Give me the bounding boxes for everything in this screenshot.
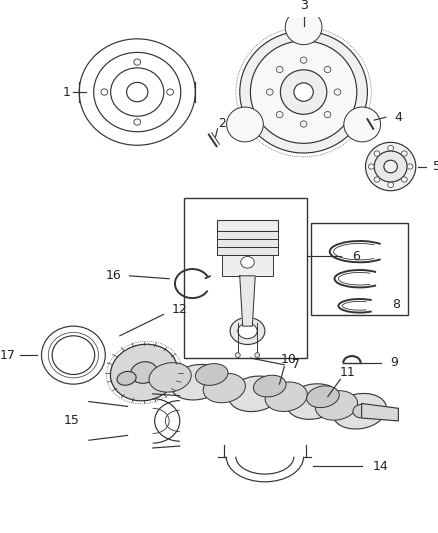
Text: 17: 17 [0, 349, 16, 361]
Bar [216, 220, 279, 231]
Ellipse shape [110, 344, 178, 401]
Ellipse shape [374, 151, 407, 182]
Ellipse shape [388, 146, 394, 151]
Bar [184, 198, 307, 358]
Ellipse shape [388, 182, 394, 188]
Polygon shape [240, 276, 255, 326]
Text: 8: 8 [392, 298, 400, 311]
Ellipse shape [285, 10, 322, 45]
Ellipse shape [324, 66, 331, 72]
Ellipse shape [228, 376, 282, 411]
Text: 5: 5 [433, 160, 438, 173]
Polygon shape [362, 403, 399, 421]
Ellipse shape [344, 107, 381, 142]
Ellipse shape [365, 142, 416, 191]
Ellipse shape [266, 89, 273, 95]
Text: 2: 2 [219, 117, 226, 130]
Text: 3: 3 [300, 0, 307, 12]
Ellipse shape [276, 111, 283, 118]
Text: 4: 4 [395, 111, 403, 124]
Text: 6: 6 [352, 250, 360, 263]
Ellipse shape [353, 405, 371, 418]
Text: 10: 10 [281, 353, 297, 367]
Ellipse shape [407, 164, 413, 169]
Text: 9: 9 [391, 357, 399, 369]
Ellipse shape [280, 70, 327, 114]
Text: 12: 12 [172, 303, 187, 316]
Ellipse shape [324, 111, 331, 118]
Bar [216, 231, 279, 239]
Text: 15: 15 [64, 414, 79, 427]
Ellipse shape [131, 362, 157, 383]
Ellipse shape [149, 362, 191, 392]
Text: 1: 1 [63, 86, 71, 99]
Bar [311, 223, 408, 314]
Ellipse shape [255, 353, 260, 358]
Text: 11: 11 [339, 366, 355, 379]
Ellipse shape [333, 393, 386, 429]
Ellipse shape [226, 107, 263, 142]
Ellipse shape [401, 177, 407, 182]
Ellipse shape [251, 41, 357, 143]
Ellipse shape [368, 164, 374, 169]
Ellipse shape [401, 151, 407, 156]
Ellipse shape [307, 386, 339, 408]
Ellipse shape [384, 160, 397, 173]
Ellipse shape [265, 382, 307, 411]
Ellipse shape [294, 83, 313, 101]
Bar [223, 255, 272, 276]
Ellipse shape [300, 121, 307, 127]
Ellipse shape [334, 89, 341, 95]
Ellipse shape [286, 384, 340, 419]
Ellipse shape [235, 353, 240, 358]
Ellipse shape [230, 318, 265, 344]
Ellipse shape [254, 375, 286, 397]
Ellipse shape [276, 66, 283, 72]
Text: 16: 16 [105, 269, 121, 282]
Ellipse shape [240, 31, 367, 153]
Ellipse shape [374, 151, 380, 156]
Text: 14: 14 [373, 460, 389, 473]
Ellipse shape [241, 256, 254, 268]
Text: 7: 7 [292, 358, 300, 372]
Bar [216, 239, 279, 247]
Ellipse shape [315, 391, 357, 420]
Ellipse shape [195, 364, 228, 385]
Ellipse shape [238, 323, 257, 338]
Bar [216, 247, 279, 255]
Ellipse shape [374, 177, 380, 182]
Ellipse shape [203, 373, 245, 403]
Ellipse shape [170, 365, 224, 400]
Ellipse shape [117, 372, 136, 385]
Ellipse shape [300, 57, 307, 63]
